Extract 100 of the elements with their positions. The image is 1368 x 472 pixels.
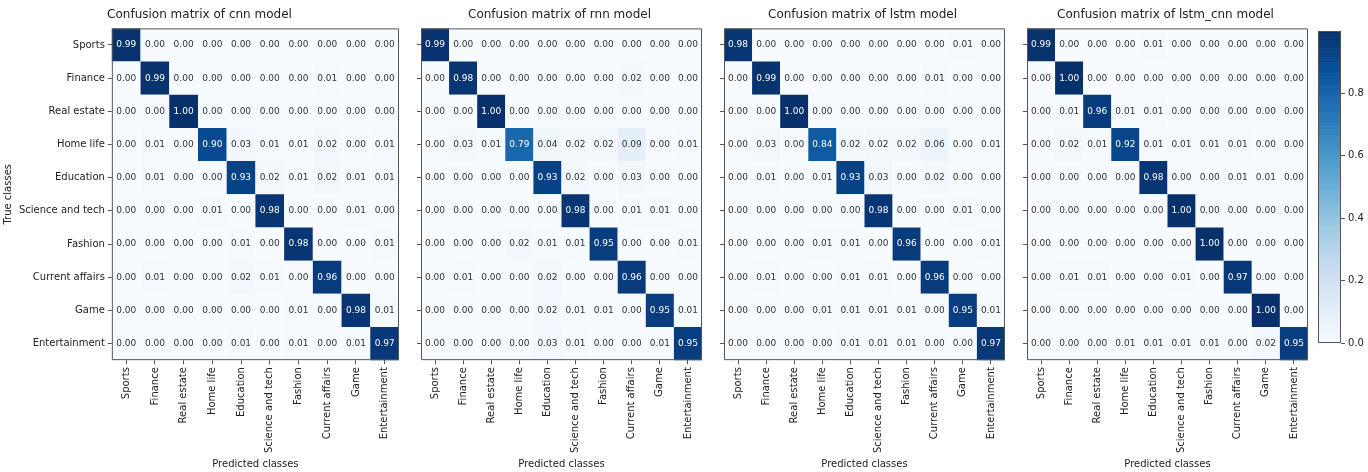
x-tick-label: Home life bbox=[1118, 367, 1130, 416]
data-label: 0.00 bbox=[425, 337, 446, 348]
data-label: 0.99 bbox=[756, 72, 777, 83]
data-label: 0.00 bbox=[896, 172, 917, 183]
data-label: 0.01 bbox=[374, 172, 395, 183]
data-label: 0.01 bbox=[1059, 105, 1080, 116]
data-label: 0.00 bbox=[144, 205, 166, 216]
data-label: 0.00 bbox=[756, 304, 777, 315]
data-label: 0.01 bbox=[202, 205, 223, 216]
data-label: 0.00 bbox=[924, 304, 946, 315]
data-label: 0.01 bbox=[896, 337, 917, 348]
data-label: 0.00 bbox=[980, 172, 1002, 183]
data-label: 0.00 bbox=[1283, 271, 1305, 282]
data-label: 0.99 bbox=[425, 39, 446, 50]
data-label: 0.00 bbox=[728, 238, 749, 249]
data-label: 0.00 bbox=[784, 304, 805, 315]
data-label: 0.01 bbox=[1059, 271, 1080, 282]
data-label: 0.00 bbox=[593, 205, 614, 216]
data-label: 0.00 bbox=[1171, 304, 1192, 315]
data-label: 0.01 bbox=[980, 304, 1001, 315]
data-label: 0.01 bbox=[144, 271, 165, 282]
data-label: 0.03 bbox=[231, 138, 252, 149]
data-label: 0.93 bbox=[537, 172, 558, 183]
data-label: 0.02 bbox=[593, 138, 614, 149]
data-label: 1.00 bbox=[1171, 205, 1192, 216]
data-label: 0.00 bbox=[317, 238, 338, 249]
data-label: 0.00 bbox=[1227, 304, 1249, 315]
data-label: 0.00 bbox=[453, 205, 474, 216]
data-label: 0.00 bbox=[116, 138, 137, 149]
data-label: 0.01 bbox=[565, 238, 586, 249]
data-label: 0.00 bbox=[537, 205, 558, 216]
data-label: 0.00 bbox=[1059, 205, 1080, 216]
data-label: 0.00 bbox=[1143, 72, 1164, 83]
data-label: 0.01 bbox=[896, 304, 917, 315]
data-label: 0.01 bbox=[840, 271, 861, 282]
data-label: 0.00 bbox=[1115, 205, 1136, 216]
data-label: 0.00 bbox=[649, 271, 671, 282]
data-label: 0.00 bbox=[425, 105, 446, 116]
data-label: 0.01 bbox=[1171, 337, 1192, 348]
color-bar-label: 0.6 bbox=[1348, 149, 1364, 161]
data-label: 0.00 bbox=[1171, 72, 1192, 83]
x-tick-label: Education bbox=[234, 367, 246, 417]
data-label: 0.00 bbox=[259, 105, 281, 116]
data-label: 0.02 bbox=[537, 304, 558, 315]
data-label: 0.00 bbox=[231, 39, 252, 50]
data-label: 0.00 bbox=[202, 304, 223, 315]
data-label: 0.00 bbox=[202, 105, 223, 116]
data-label: 0.02 bbox=[1059, 138, 1080, 149]
data-label: 0.00 bbox=[481, 205, 502, 216]
data-label: 0.00 bbox=[565, 72, 586, 83]
x-tick-label: Science and tech bbox=[263, 367, 275, 454]
data-label: 0.00 bbox=[812, 39, 833, 50]
data-label: 0.01 bbox=[756, 172, 777, 183]
data-label: 0.00 bbox=[1227, 337, 1249, 348]
data-label: 0.00 bbox=[144, 105, 166, 116]
data-label: 0.96 bbox=[1087, 105, 1108, 116]
x-tick-label: Current affairs bbox=[320, 367, 332, 440]
x-tick-label: Finance bbox=[1062, 367, 1074, 406]
data-label: 0.00 bbox=[649, 105, 671, 116]
data-label: 0.00 bbox=[812, 337, 833, 348]
color-bar-label: 0.8 bbox=[1348, 86, 1364, 98]
data-label: 0.00 bbox=[481, 337, 502, 348]
data-label: 0.04 bbox=[537, 138, 558, 149]
y-tick-label: Home life bbox=[56, 138, 105, 150]
data-label: 0.95 bbox=[649, 304, 670, 315]
data-label: 0.02 bbox=[840, 138, 861, 149]
data-label: 0.00 bbox=[1031, 72, 1052, 83]
x-tick-label: Real estate bbox=[787, 367, 799, 424]
x-tick-label: Fashion bbox=[900, 367, 912, 405]
data-label: 0.01 bbox=[649, 337, 670, 348]
data-label: 0.00 bbox=[1031, 172, 1052, 183]
data-label: 0.01 bbox=[1115, 337, 1136, 348]
data-label: 0.01 bbox=[677, 238, 698, 249]
data-label: 0.00 bbox=[481, 238, 502, 249]
data-label: 0.00 bbox=[1087, 337, 1108, 348]
data-label: 0.00 bbox=[317, 205, 338, 216]
data-label: 0.00 bbox=[840, 72, 861, 83]
data-label: 0.00 bbox=[1227, 205, 1249, 216]
data-label: 0.00 bbox=[565, 105, 586, 116]
data-label: 0.00 bbox=[868, 39, 889, 50]
data-label: 0.00 bbox=[116, 105, 137, 116]
x-tick-label: Home life bbox=[815, 367, 827, 416]
data-label: 0.01 bbox=[593, 304, 614, 315]
x-tick-label: Home life bbox=[512, 367, 524, 416]
data-label: 0.00 bbox=[288, 72, 309, 83]
x-tick-label: Sports bbox=[119, 367, 131, 400]
x-axis-title: Predicted classes bbox=[212, 457, 299, 469]
data-label: 0.00 bbox=[1143, 238, 1164, 249]
data-label: 0.00 bbox=[565, 271, 586, 282]
chart-title: Confusion matrix of lstm model bbox=[768, 7, 957, 22]
data-label: 0.00 bbox=[509, 304, 530, 315]
data-label: 0.00 bbox=[1227, 105, 1249, 116]
data-label: 0.00 bbox=[1283, 238, 1305, 249]
data-label: 0.00 bbox=[537, 105, 558, 116]
data-label: 0.01 bbox=[1171, 138, 1192, 149]
data-label: 0.00 bbox=[1199, 105, 1220, 116]
data-label: 0.00 bbox=[259, 337, 281, 348]
data-label: 0.00 bbox=[924, 337, 946, 348]
data-label: 1.00 bbox=[784, 105, 805, 116]
data-label: 0.01 bbox=[345, 172, 366, 183]
